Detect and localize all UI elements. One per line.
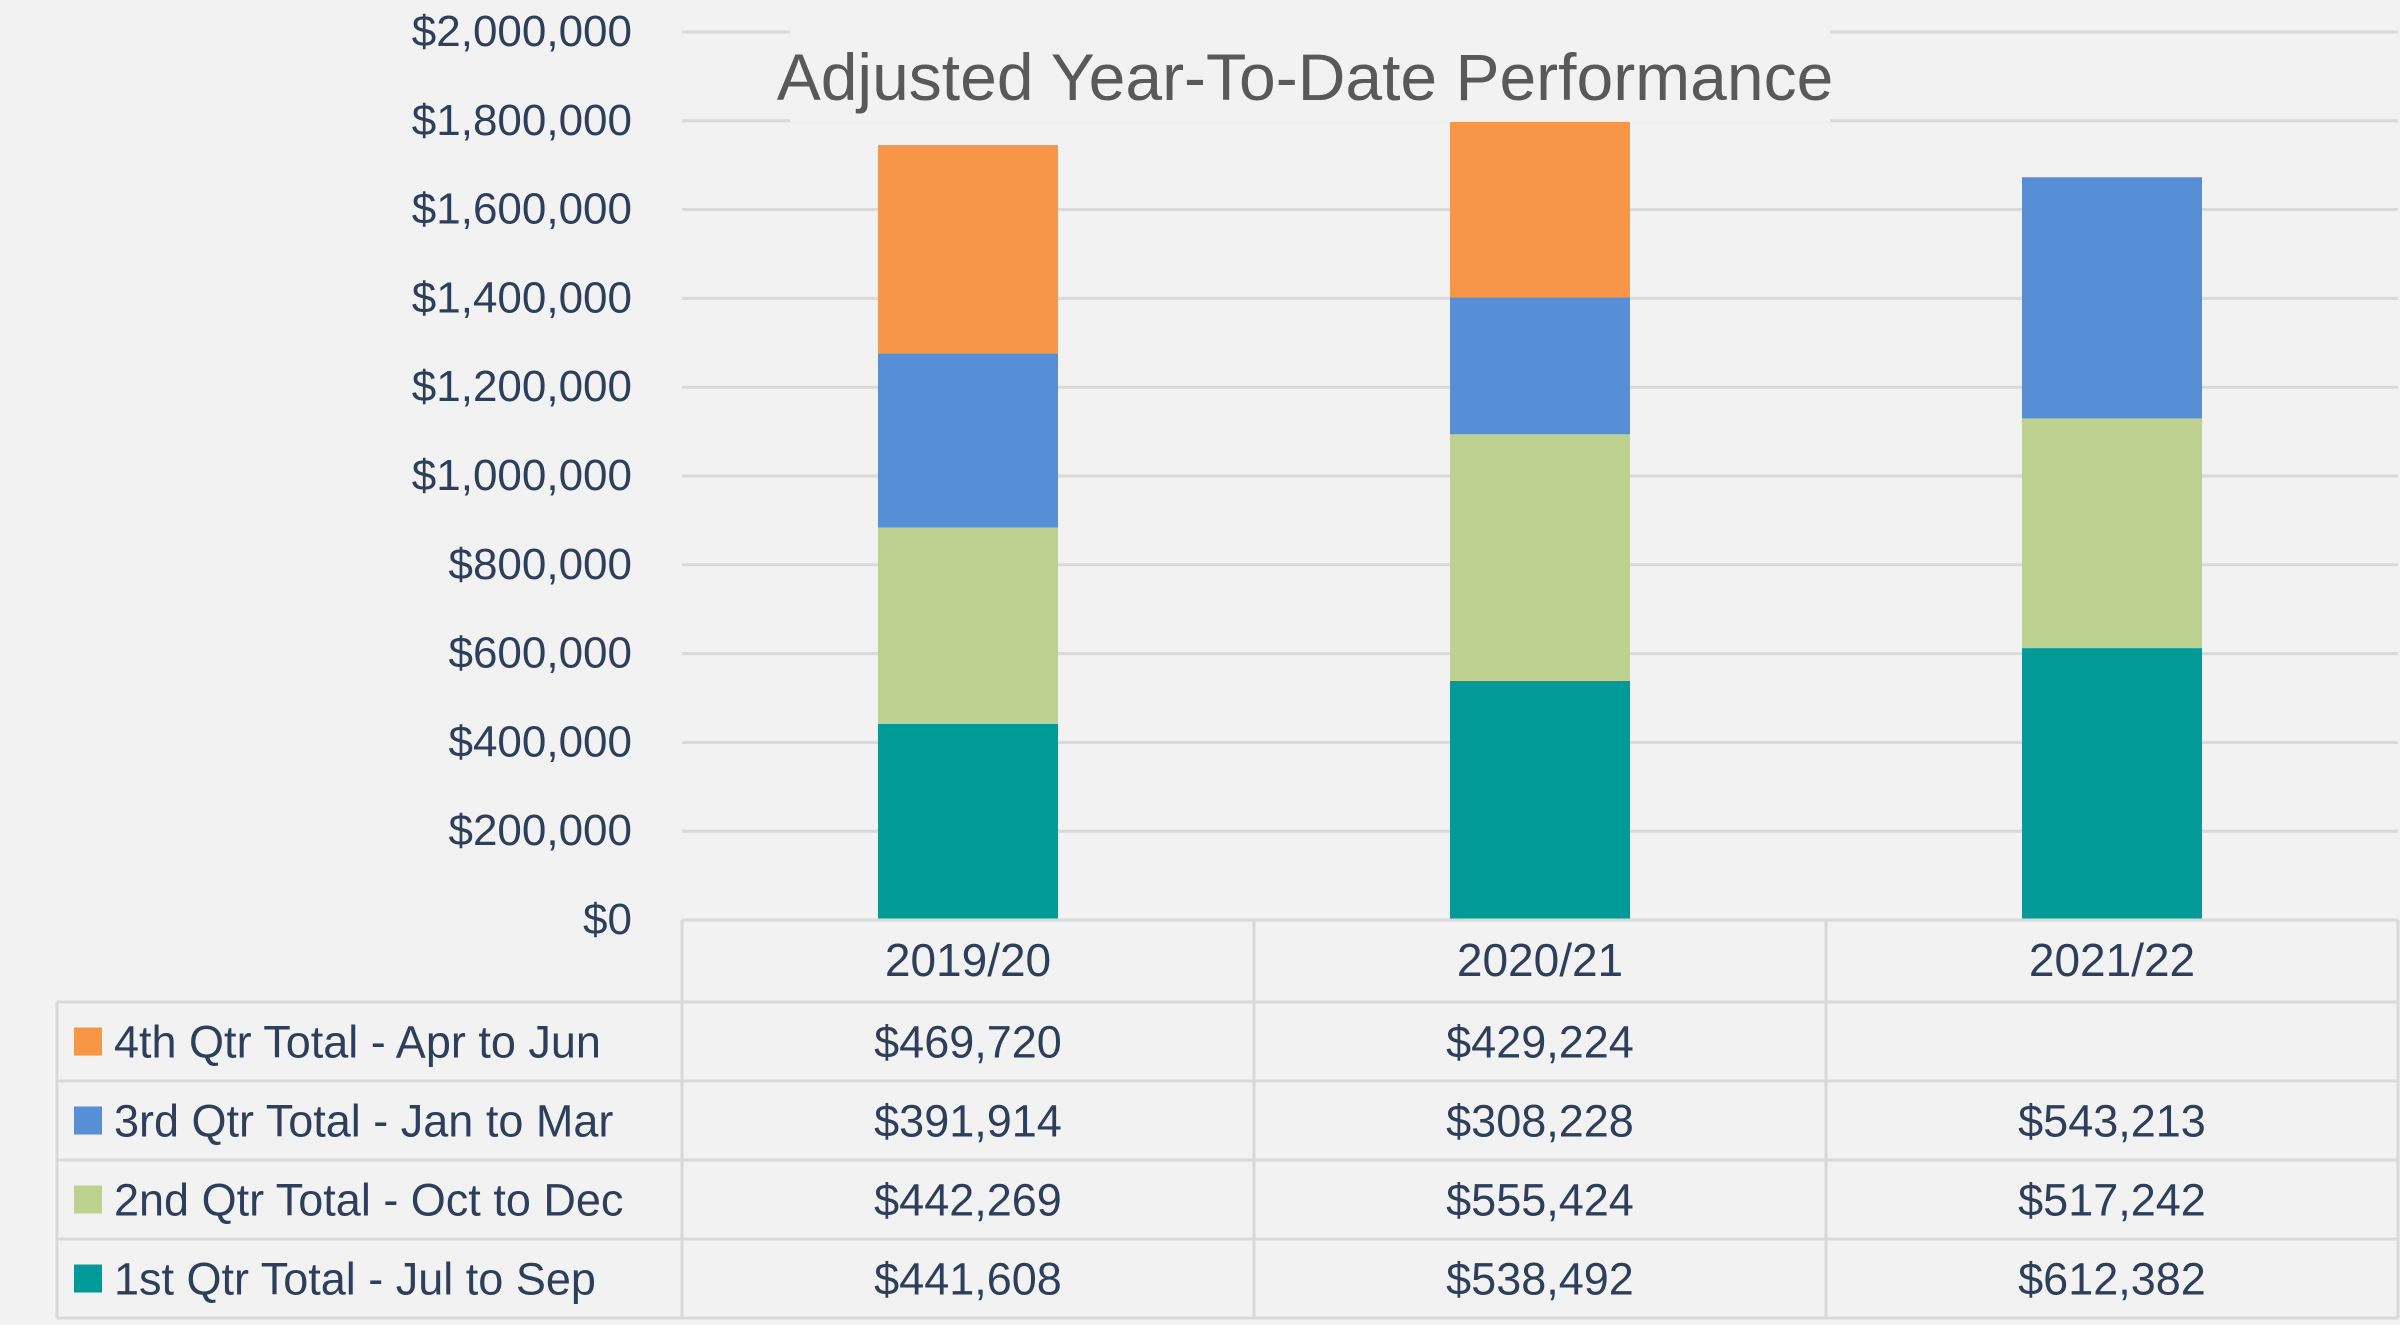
y-tick-label: $1,400,000 bbox=[412, 273, 632, 322]
y-tick-label: $800,000 bbox=[448, 540, 632, 589]
bar-segment-4-2 bbox=[1450, 106, 1630, 298]
y-tick-label: $1,000,000 bbox=[412, 451, 632, 500]
data-label: $612,382 bbox=[2018, 1254, 2206, 1305]
data-label: $469,720 bbox=[874, 1017, 1062, 1068]
legend-key-3 bbox=[74, 1106, 102, 1135]
data-label: $538,492 bbox=[1446, 1254, 1634, 1305]
data-label: $543,213 bbox=[2018, 1096, 2206, 1147]
legend-label: 1st Qtr Total - Jul to Sep bbox=[114, 1254, 596, 1305]
bars bbox=[878, 106, 2202, 920]
y-tick-label: $600,000 bbox=[448, 629, 632, 678]
y-axis-ticks: $0 $200,000 $400,000 $600,000 $800,000 $1,000… bbox=[412, 7, 632, 944]
bar-segment-3-3 bbox=[2022, 177, 2202, 419]
x-category-label: 2019/20 bbox=[885, 934, 1051, 986]
y-tick-label: $400,000 bbox=[448, 717, 632, 766]
legend-label: 4th Qtr Total - Apr to Jun bbox=[114, 1017, 601, 1068]
bar-segment-2-2 bbox=[1450, 434, 1630, 681]
legend-key-4 bbox=[74, 1027, 102, 1056]
bar-segment-2-1 bbox=[878, 527, 1058, 724]
bar-segment-1-1 bbox=[878, 723, 1058, 920]
data-label: $441,608 bbox=[874, 1254, 1062, 1305]
data-label: $442,269 bbox=[874, 1175, 1062, 1226]
data-label: $429,224 bbox=[1446, 1017, 1634, 1068]
bar-segment-4-1 bbox=[878, 144, 1058, 354]
data-table: 2019/20 2020/21 2021/22 4th Qtr Total - Apr… bbox=[55, 918, 2400, 1320]
legend-label: 2nd Qtr Total - Oct to Dec bbox=[114, 1175, 623, 1226]
legend-label: 3rd Qtr Total - Jan to Mar bbox=[114, 1096, 613, 1147]
y-tick-label: $0 bbox=[583, 895, 632, 944]
bar-segment-1-3 bbox=[2022, 648, 2202, 920]
bar-segment-3-2 bbox=[1450, 297, 1630, 435]
bar-segment-1-2 bbox=[1450, 680, 1630, 920]
y-tick-label: $2,000,000 bbox=[412, 7, 632, 56]
chart-title: Adjusted Year-To-Date Performance bbox=[777, 40, 1834, 114]
y-tick-label: $1,800,000 bbox=[412, 96, 632, 145]
data-label: $391,914 bbox=[874, 1096, 1062, 1147]
legend-key-2 bbox=[74, 1185, 102, 1214]
y-tick-label: $1,600,000 bbox=[412, 185, 632, 234]
data-label: $555,424 bbox=[1446, 1175, 1634, 1226]
legend-key-1 bbox=[74, 1264, 102, 1293]
bar-segment-2-3 bbox=[2022, 418, 2202, 649]
x-category-label: 2021/22 bbox=[2029, 934, 2195, 986]
y-tick-label: $200,000 bbox=[448, 806, 632, 855]
y-tick-label: $1,200,000 bbox=[412, 362, 632, 411]
x-category-label: 2020/21 bbox=[1457, 934, 1623, 986]
data-label: $517,242 bbox=[2018, 1175, 2206, 1226]
data-label: $308,228 bbox=[1446, 1096, 1634, 1147]
bar-segment-3-1 bbox=[878, 353, 1058, 528]
